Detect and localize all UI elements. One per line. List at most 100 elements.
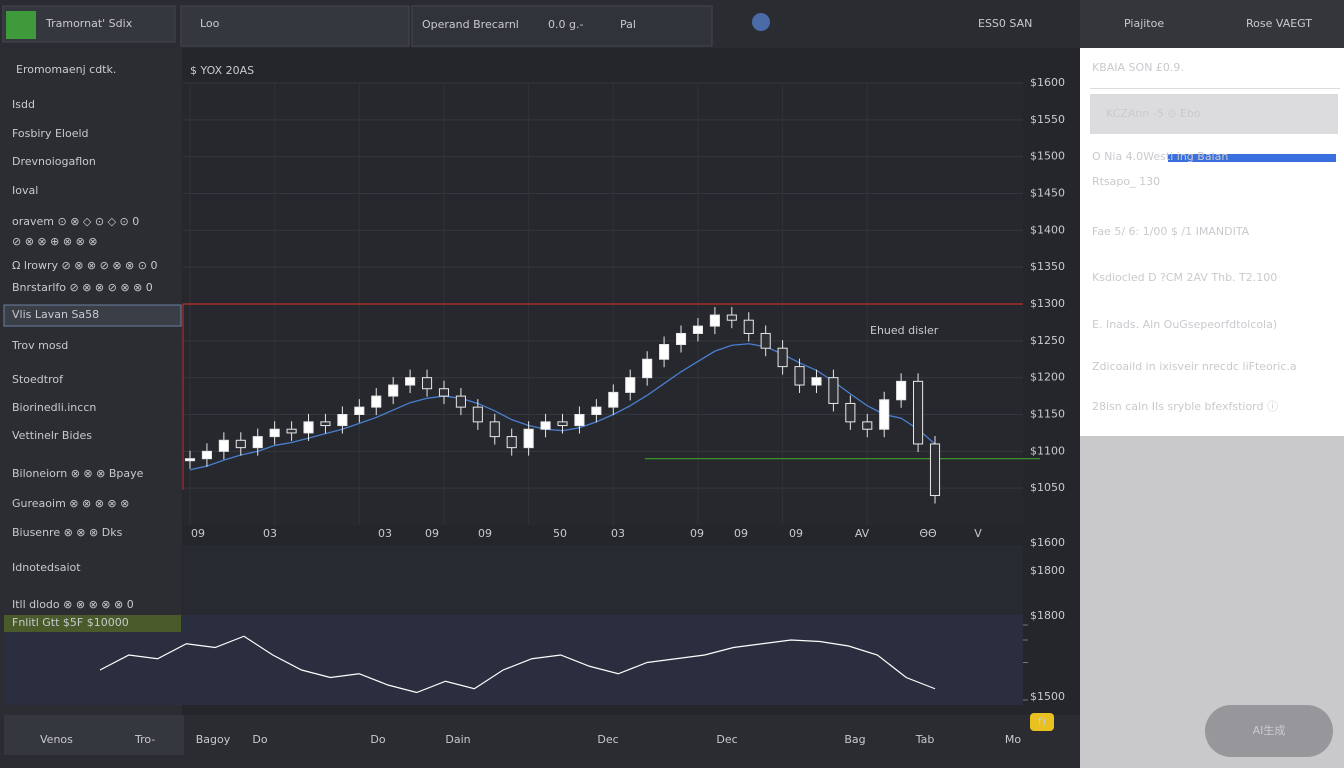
bottom-tab-label: Venos <box>40 733 73 746</box>
sidebar-item: Vettinelr Bides <box>12 429 92 442</box>
sidebar-item: ⊘ ⊗ ⊗ ⊕ ⊗ ⊗ ⊗ <box>12 235 98 248</box>
sidebar-item: Gureaoim ⊗ ⊗ ⊗ ⊗ ⊗ <box>12 497 129 510</box>
osc-line <box>99 635 936 694</box>
x-tick-label: 50 <box>553 527 567 540</box>
x-date-label: Bag <box>844 733 865 746</box>
panel-section: X FEBOU8F | ⊞ <box>1092 474 1174 487</box>
candle <box>184 458 196 462</box>
panel-search: KCZAnn -5 ⊙ Ebo <box>1106 107 1201 120</box>
x-tick-label: 09 <box>734 527 748 540</box>
sidebar-item: Vlis Lavan Sa58 <box>12 308 99 321</box>
candle <box>862 421 873 430</box>
chart-annotation: Ehued disler <box>870 324 939 337</box>
sidebar-item: Biloneiorn ⊗ ⊗ ⊗ Bpaye <box>12 467 144 480</box>
bottom-badge: f) <box>1038 715 1046 728</box>
x-date-label: Dain <box>445 733 470 746</box>
candle <box>625 377 636 393</box>
candle <box>252 436 263 449</box>
candle <box>794 366 805 386</box>
header-badge: $ YOX 20AS <box>190 64 254 77</box>
sidebar-item: oravem ⊙ ⊗ ◇ ⊙ ◇ ⊙ 0 <box>12 215 139 228</box>
right-search[interactable] <box>1090 94 1338 134</box>
candle <box>320 421 331 427</box>
account-bar <box>1080 0 1344 48</box>
bottom-badge-bg[interactable] <box>1030 713 1054 731</box>
candle <box>218 439 229 452</box>
bottom-tab-label: Tro- <box>134 733 155 746</box>
x-tick-label: V <box>974 527 982 540</box>
candle <box>760 332 771 349</box>
x-date-label: Tab <box>915 733 935 746</box>
sidebar-item: Idnotedsaiot <box>12 561 81 574</box>
divider <box>1090 88 1340 89</box>
candle <box>743 319 754 334</box>
y-tick-label: $1450 <box>1030 187 1065 200</box>
x-tick-label: 03 <box>263 527 277 540</box>
candle <box>929 443 941 497</box>
candle <box>523 428 534 449</box>
search-box[interactable] <box>180 5 410 47</box>
sidebar-item: Ioval <box>12 184 38 197</box>
panel-detail: (£00.0/ lokosc <box>1092 570 1169 583</box>
y-tick-label: $1200 <box>1030 371 1065 384</box>
x-date-label: Bagoy <box>196 733 231 746</box>
pair-text: Operand Brecarnl <box>422 18 519 31</box>
candle <box>591 406 602 415</box>
x-tick-label: 09 <box>425 527 439 540</box>
x-tick-label: 09 <box>478 527 492 540</box>
candle <box>913 380 924 445</box>
y-tick-label: $1600 <box>1030 76 1065 89</box>
candle <box>675 332 687 346</box>
y-tick-label: $1300 <box>1030 297 1065 310</box>
y-tick-label: $1250 <box>1030 334 1065 347</box>
sidebar-item: Drevnoiogaflon <box>12 155 96 168</box>
watermark <box>1205 705 1333 757</box>
status-dot <box>752 13 770 31</box>
y-tick-label: $1350 <box>1030 260 1065 273</box>
candle <box>709 314 720 327</box>
osc-tick-label: $1800 <box>1030 609 1065 622</box>
candle <box>337 414 348 427</box>
candle <box>438 388 450 397</box>
candle <box>726 314 737 321</box>
candle <box>896 380 907 401</box>
panel-detail: IHdpit.ng lles. Esnop <box>1092 624 1205 637</box>
sidebar-item: Fnlitl Gtt $5F $10000 <box>12 616 129 629</box>
sidebar-item: Biorinedli.inccn <box>12 401 96 414</box>
sidebar-highlight <box>4 615 181 632</box>
x-tick-label: 03 <box>611 527 625 540</box>
bottom-tab[interactable] <box>4 715 184 755</box>
candle <box>455 395 466 408</box>
candle <box>371 395 382 408</box>
logo-icon[interactable] <box>6 11 36 39</box>
sidebar-item: Itll dlodo ⊗ ⊗ ⊗ ⊗ ⊗ 0 <box>12 598 134 611</box>
osc-tick-label: $1600 <box>1030 536 1065 549</box>
candle <box>421 377 433 390</box>
pair-value: 0.0 g.- <box>548 18 583 31</box>
y-tick-label: $1050 <box>1030 481 1065 494</box>
candle <box>777 347 788 368</box>
y-tick-label: $1100 <box>1030 444 1065 457</box>
panel-detail: bfcoan Ktb0 <box>1092 741 1158 754</box>
sidebar-selected[interactable] <box>3 304 182 327</box>
candle <box>574 414 585 427</box>
x-tick-label: 09 <box>690 527 704 540</box>
sidebar-item: Fosbiry Eloeld <box>12 127 89 140</box>
x-tick-label: 09 <box>191 527 205 540</box>
candle <box>557 421 568 427</box>
panel-line: Ksdiocled D ?CM 2AV Thb. T2.100 <box>1092 271 1277 284</box>
candle <box>303 421 314 434</box>
progress-bar <box>1168 154 1336 162</box>
candle <box>659 344 670 360</box>
candle <box>472 406 483 423</box>
logo-text: Tramornat' Sdix <box>45 17 133 30</box>
candle <box>506 436 517 449</box>
pair-box[interactable] <box>411 5 713 47</box>
sidebar-item: Biusenre ⊗ ⊗ ⊗ Dks <box>12 526 123 539</box>
y-tick-label: $1550 <box>1030 113 1065 126</box>
candle <box>828 377 839 404</box>
panel-line: E. Inads. Aln OuGsepeorfdtolcola) <box>1092 318 1277 331</box>
candle <box>811 377 822 386</box>
header-title: Eromomaenj cdtk. <box>16 63 116 76</box>
